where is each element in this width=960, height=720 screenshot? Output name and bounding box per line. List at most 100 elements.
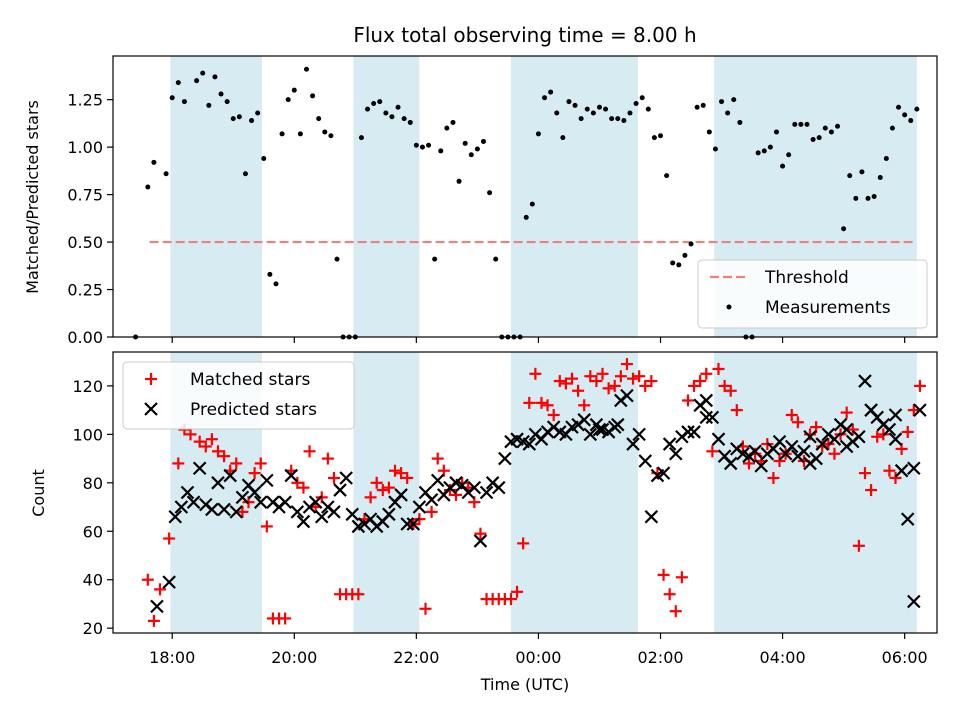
x-tick-label: 02:00	[637, 648, 683, 667]
matched-point	[321, 452, 334, 465]
matched-point	[816, 440, 829, 453]
measurement-point	[450, 119, 456, 125]
measurement-point	[456, 178, 462, 184]
measurement-point	[358, 135, 364, 141]
measurement-point	[566, 99, 572, 105]
predicted-point	[333, 483, 347, 497]
predicted-point	[882, 422, 897, 437]
predicted-point	[620, 388, 634, 403]
matched-point	[681, 394, 694, 407]
top-legend: Threshold Measurements	[697, 259, 928, 329]
measurement-point	[303, 66, 309, 72]
measurement-point	[719, 99, 725, 105]
matched-point	[297, 481, 310, 494]
matched-point	[388, 464, 401, 477]
measurement-point	[694, 104, 700, 110]
matched-point	[828, 447, 841, 460]
y-tick-label: 80	[83, 474, 103, 493]
measurement-point	[535, 131, 541, 137]
matched-point	[205, 433, 218, 446]
measurement-point	[658, 133, 664, 139]
predicted-point	[681, 425, 695, 439]
matched-point	[523, 396, 536, 409]
predicted-point	[424, 492, 439, 507]
top-legend-box	[697, 259, 928, 329]
matched-point	[248, 467, 261, 480]
night-band	[353, 352, 420, 633]
legend-threshold-label: Threshold	[764, 268, 849, 288]
matched-point	[572, 384, 585, 397]
measurement-point	[554, 110, 560, 116]
y-tick-label: 120	[72, 377, 103, 396]
predicted-point	[327, 505, 341, 519]
predicted-point	[400, 517, 414, 531]
predicted-point	[858, 374, 872, 388]
measurement-point	[859, 169, 865, 175]
predicted-point	[894, 463, 909, 478]
matched-point	[419, 602, 432, 615]
x-axis-label: Time (UTC)	[480, 675, 569, 694]
predicted-point	[430, 473, 445, 488]
predicted-point	[522, 437, 537, 451]
matched-point	[645, 375, 658, 388]
measurement-point	[542, 95, 548, 101]
predicted-point	[705, 410, 720, 425]
legend-measurements-label: Measurements	[765, 298, 891, 318]
bottom-legend: Matched stars Predicted stars	[122, 361, 355, 430]
measurement-point	[798, 121, 804, 127]
matched-point	[559, 377, 572, 390]
predicted-point	[186, 495, 201, 509]
measurement-point	[291, 87, 297, 93]
matched-point	[425, 505, 438, 518]
matched-point	[565, 372, 578, 385]
predicted-point	[809, 451, 823, 466]
predicted-point	[577, 413, 591, 427]
predicted-point	[235, 490, 250, 505]
predicted-point	[467, 480, 482, 495]
measurement-point	[407, 119, 413, 125]
predicted-point	[913, 403, 927, 417]
predicted-point	[260, 473, 274, 488]
measurement-point	[444, 125, 450, 131]
measurement-point	[310, 93, 316, 99]
predicted-point	[491, 480, 506, 495]
predicted-point	[247, 485, 262, 500]
measurement-point	[914, 106, 920, 112]
measurement-point	[627, 110, 633, 116]
measurement-point	[279, 131, 285, 137]
y-tick-label: 20	[83, 619, 103, 638]
measurement-point	[786, 152, 792, 158]
predicted-point	[610, 417, 625, 432]
matched-point	[871, 430, 884, 443]
matched-point	[584, 370, 597, 383]
matched-point	[535, 396, 548, 409]
measurement-point	[841, 226, 847, 232]
measurement-point	[847, 173, 853, 179]
measurement-point	[255, 110, 261, 116]
predicted-point	[174, 500, 189, 514]
matched-point	[303, 445, 316, 458]
measurement-point	[273, 281, 279, 287]
matched-point	[211, 445, 224, 458]
predicted-point	[699, 393, 714, 408]
measurement-point	[487, 190, 493, 196]
matched-point	[657, 568, 670, 581]
measurement-point	[230, 116, 236, 122]
matched-point	[614, 370, 627, 383]
measurement-point	[169, 95, 175, 101]
predicted-point	[907, 461, 921, 476]
measurement-point	[474, 146, 480, 152]
measurement-point	[761, 148, 767, 154]
predicted-points	[150, 374, 927, 614]
measurement-point	[676, 262, 682, 268]
y-tick-label: 1.25	[67, 91, 103, 110]
measurement-point	[896, 104, 902, 110]
legend-predicted-swatch	[144, 402, 158, 416]
measurement-point	[419, 144, 425, 150]
predicted-point	[192, 461, 207, 476]
measurement-point	[249, 118, 255, 124]
matched-point	[901, 425, 914, 438]
measurement-point	[316, 116, 322, 122]
y-tick-label: 1.00	[67, 138, 103, 157]
